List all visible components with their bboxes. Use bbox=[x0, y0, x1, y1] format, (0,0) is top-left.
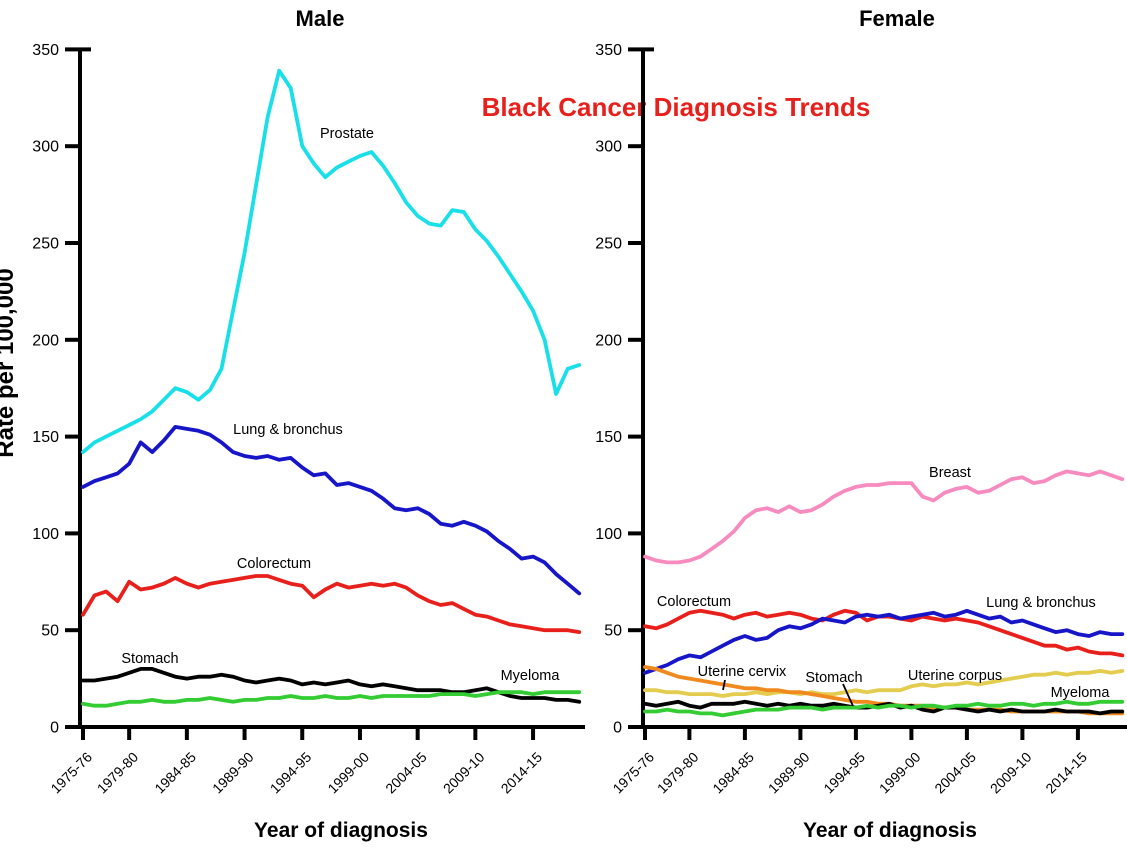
series-label-uterine-corpus: Uterine corpus bbox=[908, 668, 1002, 684]
female-x-axis-title: Year of diagnosis bbox=[803, 819, 977, 842]
y-tick-label: 100 bbox=[32, 526, 59, 543]
x-tick-label: 1975-76 bbox=[47, 749, 95, 797]
x-tick-label: 2014-15 bbox=[1042, 749, 1090, 797]
x-tick-label: 2009-10 bbox=[440, 749, 488, 797]
series-line-breast bbox=[643, 469, 1125, 565]
series-label-uterine-cervix: Uterine cervix bbox=[698, 664, 787, 680]
x-tick-label: 1989-90 bbox=[209, 749, 257, 797]
x-tick-label: 1984-85 bbox=[709, 749, 757, 797]
x-tick-label: 1994-95 bbox=[267, 749, 315, 797]
x-tick-label: 1994-95 bbox=[820, 749, 868, 797]
leader-line-uterine-cervix bbox=[722, 679, 726, 691]
series-line-uterine-corpus bbox=[643, 669, 1125, 698]
series-line-colorectum bbox=[81, 574, 582, 634]
series-label-myeloma: Myeloma bbox=[1051, 685, 1111, 701]
y-tick-label: 200 bbox=[595, 332, 622, 349]
female-chart-title: Female bbox=[859, 6, 935, 31]
x-tick-label: 1975-76 bbox=[609, 749, 657, 797]
x-tick-label: 1984-85 bbox=[151, 749, 199, 797]
x-tick-label: 1979-80 bbox=[654, 749, 702, 797]
x-tick-label: 1989-90 bbox=[765, 749, 813, 797]
y-tick-label: 0 bbox=[50, 720, 59, 737]
y-tick-label: 250 bbox=[32, 236, 59, 253]
series-label-prostate: Prostate bbox=[320, 126, 374, 142]
series-label-stomach: Stomach bbox=[805, 670, 862, 686]
x-tick-label: 2009-10 bbox=[987, 749, 1035, 797]
y-tick-label: 250 bbox=[595, 236, 622, 253]
series-label-colorectum: Colorectum bbox=[237, 556, 311, 572]
leader-line-stomach bbox=[842, 683, 854, 707]
y-tick-label: 50 bbox=[604, 623, 622, 640]
x-tick-label: 2014-15 bbox=[498, 749, 546, 797]
series-label-colorectum: Colorectum bbox=[657, 594, 731, 610]
y-tick-label: 0 bbox=[613, 720, 622, 737]
y-tick-label: 300 bbox=[595, 139, 622, 156]
x-tick-label: 1999-00 bbox=[324, 749, 372, 797]
series-label-breast: Breast bbox=[929, 465, 971, 481]
series-label-myeloma: Myeloma bbox=[501, 668, 561, 684]
series-line-myeloma bbox=[81, 690, 582, 708]
y-tick-label: 350 bbox=[32, 42, 59, 59]
y-tick-label: 150 bbox=[32, 429, 59, 446]
series-label-lung-bronchus: Lung & bronchus bbox=[986, 595, 1096, 611]
male-chart-title: Male bbox=[295, 6, 345, 31]
y-tick-label: 50 bbox=[41, 623, 59, 640]
x-tick-label: 2004-05 bbox=[931, 749, 979, 797]
x-tick-label: 2004-05 bbox=[382, 749, 430, 797]
series-line-prostate bbox=[81, 68, 582, 455]
main-title: Black Cancer Diagnosis Trends bbox=[481, 92, 871, 122]
x-tick-label: 1999-00 bbox=[876, 749, 924, 797]
y-tick-label: 100 bbox=[595, 526, 622, 543]
series-line-lung-bronchus bbox=[643, 608, 1125, 675]
x-tick-label: 1979-80 bbox=[94, 749, 142, 797]
series-label-lung-bronchus: Lung & bronchus bbox=[233, 422, 343, 438]
series-line-myeloma bbox=[643, 699, 1125, 718]
series-line-lung-bronchus bbox=[81, 424, 582, 596]
male-x-axis-title: Year of diagnosis bbox=[254, 819, 428, 842]
y-tick-label: 300 bbox=[32, 139, 59, 156]
y-tick-label: 350 bbox=[595, 42, 622, 59]
series-label-stomach: Stomach bbox=[121, 651, 178, 667]
y-tick-label: 150 bbox=[595, 429, 622, 446]
y-tick-label: 200 bbox=[32, 332, 59, 349]
